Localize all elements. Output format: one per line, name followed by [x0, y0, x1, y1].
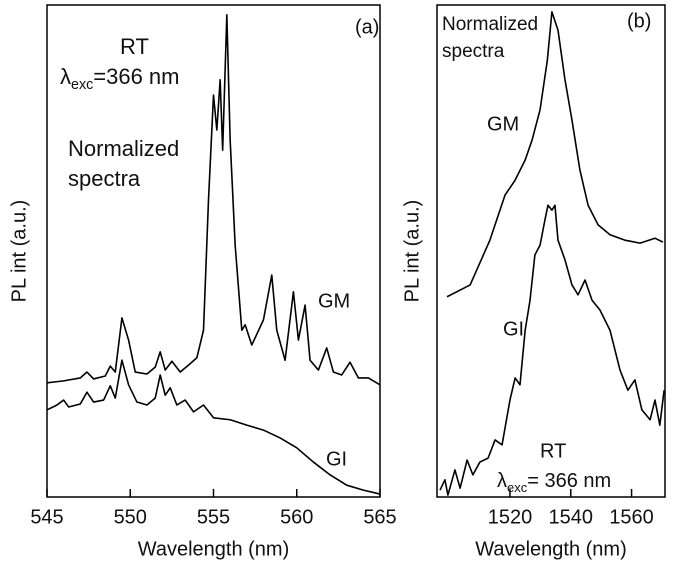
- annotation: λexc=366 nm: [60, 64, 179, 93]
- annotation: (a): [355, 16, 379, 38]
- symbol: λ: [60, 64, 71, 89]
- y-axis-title: PL int (a.u.): [401, 200, 423, 303]
- x-tick-label: 1520: [488, 506, 533, 528]
- series-label: GM: [487, 113, 519, 135]
- annotation: RT: [540, 440, 566, 462]
- annotation: RT: [120, 34, 149, 59]
- series-label: GM: [318, 290, 350, 312]
- plot-frame: [436, 4, 666, 498]
- y-axis-title: PL int (a.u.): [8, 200, 30, 303]
- x-tick-label: 560: [280, 506, 313, 528]
- x-tick-label: 555: [197, 506, 230, 528]
- spectrum-line: [439, 204, 665, 496]
- series-label: GI: [326, 448, 347, 470]
- annotation: spectra: [68, 166, 141, 191]
- series-label: GI: [503, 318, 524, 340]
- annotation: Normalized: [442, 14, 538, 35]
- x-tick-label: 550: [114, 506, 147, 528]
- x-tick-label: 545: [30, 506, 63, 528]
- annotation: Normalized: [68, 136, 179, 161]
- annotation: (b): [627, 10, 651, 32]
- subscript: exc: [71, 77, 93, 93]
- symbol: λ: [497, 470, 507, 492]
- x-tick-label: 1560: [609, 506, 654, 528]
- spectrum-line: [46, 14, 381, 386]
- annotation-text: = 366 nm: [527, 470, 611, 492]
- subscript: exc: [507, 480, 528, 495]
- x-axis-title: Wavelength (nm): [475, 538, 627, 560]
- annotation: spectra: [442, 41, 505, 62]
- x-tick-label: 565: [363, 506, 396, 528]
- x-axis-title: Wavelength (nm): [138, 538, 290, 560]
- spectrum-line: [446, 11, 664, 298]
- annotation-text: =366 nm: [93, 64, 179, 89]
- spectrum-line: [46, 359, 381, 495]
- annotation: λexc= 366 nm: [497, 470, 611, 495]
- x-tick-label: 1540: [549, 506, 594, 528]
